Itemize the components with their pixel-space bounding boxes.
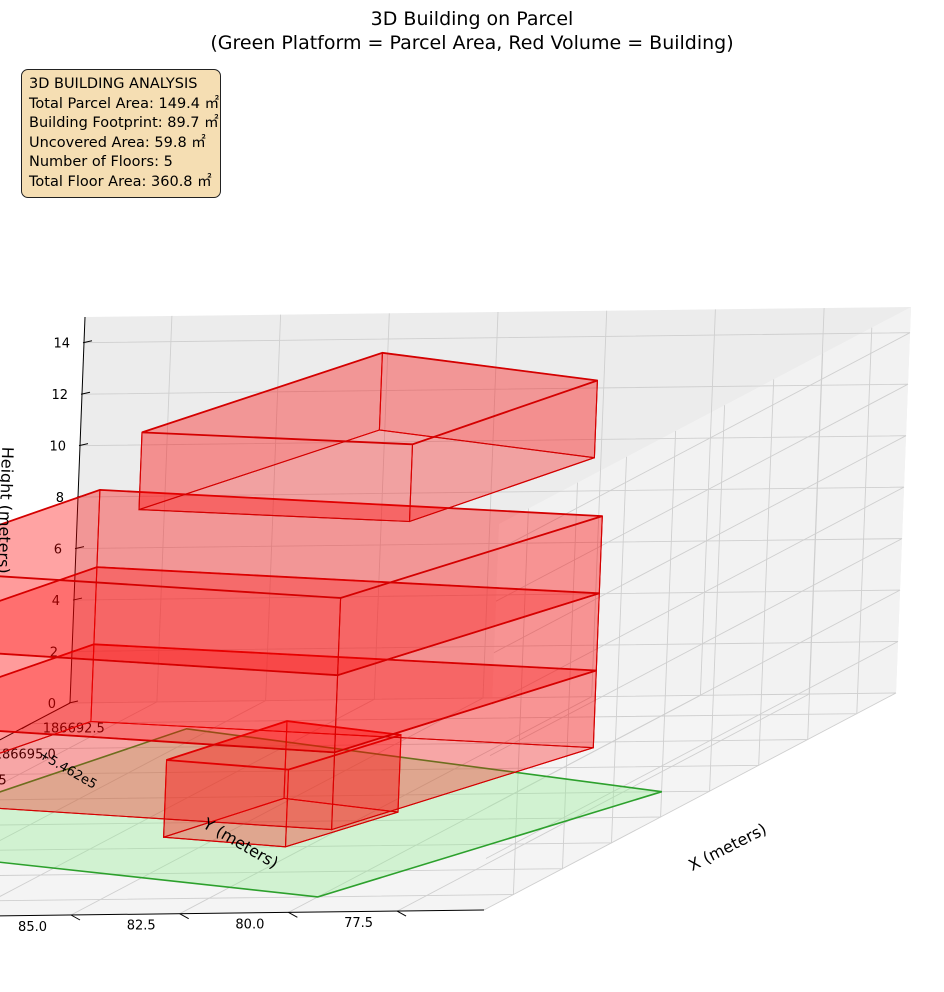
- x-tick: [21, 723, 32, 730]
- y-tick-label: 82.5: [127, 919, 156, 934]
- y-tick-label: 85.0: [18, 920, 47, 935]
- axes-3d: 186692.5186695.0186697.5186700.0186702.5…: [0, 307, 911, 935]
- y-tick-label: 80.0: [235, 917, 264, 932]
- y-tick: [288, 911, 298, 918]
- building-floor-4: [0, 488, 603, 676]
- z-tick-label: 12: [51, 388, 68, 403]
- building-floor-3: [0, 566, 600, 754]
- floor-bottom: [0, 566, 600, 676]
- building-floor-5: [138, 351, 598, 523]
- z-tick-label: 4: [52, 594, 60, 609]
- info-uncovered-area: Uncovered Area: 59.8 ㎡: [29, 134, 206, 151]
- gridline-z: [81, 383, 909, 602]
- z-tick-label: 2: [50, 646, 58, 661]
- y-tick-label: 77.5: [344, 916, 373, 931]
- info-heading: 3D BUILDING ANALYSIS: [29, 76, 198, 92]
- x-axis-label: X (meters): [685, 819, 769, 875]
- x-tick-label: 186695.0: [0, 748, 56, 763]
- gridline-z: [83, 332, 911, 551]
- building-floor-2: [0, 643, 597, 831]
- z-axis-label: Height (meters): [0, 446, 17, 574]
- gridline-z: [69, 692, 897, 911]
- z-tick: [78, 443, 89, 447]
- floor-top: [166, 720, 402, 771]
- z-tick: [82, 340, 93, 344]
- z-tick-label: 0: [48, 697, 56, 712]
- plot-area: [0, 351, 663, 898]
- floor-bottom: [0, 720, 594, 831]
- z-axis-line: [69, 316, 86, 704]
- gridline-z: [75, 538, 903, 756]
- z-tick: [72, 597, 83, 601]
- info-number-of-floors: Number of Floors: 5: [29, 154, 173, 170]
- chart-title-line2: (Green Platform = Parcel Area, Red Volum…: [210, 32, 733, 54]
- gridline-z: [77, 486, 905, 705]
- chart-title-line1: 3D Building on Parcel: [371, 8, 574, 30]
- gridline-z: [73, 589, 901, 808]
- x-tick-label: 186697.5: [0, 773, 7, 788]
- floor-bottom: [163, 797, 399, 848]
- floor-bottom: [138, 429, 595, 523]
- info-total-floor-area: Total Floor Area: 360.8 ㎡: [29, 173, 212, 190]
- floor-top: [0, 488, 603, 599]
- z-tick-label: 14: [53, 337, 70, 352]
- z-tick-label: 8: [56, 491, 64, 506]
- floor-top: [141, 351, 598, 446]
- info-parcel-area: Total Parcel Area: 149.4 ㎡: [29, 95, 220, 112]
- z-tick: [68, 700, 79, 704]
- pane-floor: [0, 693, 896, 916]
- floor-bottom: [0, 643, 597, 753]
- z-tick: [74, 546, 85, 550]
- building-floor-1: [163, 720, 402, 848]
- y-tick: [70, 914, 81, 921]
- info-building-footprint: Building Footprint: 89.7 ㎡: [29, 115, 219, 131]
- z-tick-label: 6: [54, 543, 62, 558]
- y-tick: [396, 910, 407, 917]
- z-tick: [80, 391, 91, 395]
- y-tick: [179, 913, 189, 920]
- x-axis-line: [0, 702, 71, 741]
- z-tick-label: 10: [49, 440, 66, 455]
- analysis-info-box: 3D BUILDING ANALYSIS Total Parcel Area: …: [21, 69, 221, 198]
